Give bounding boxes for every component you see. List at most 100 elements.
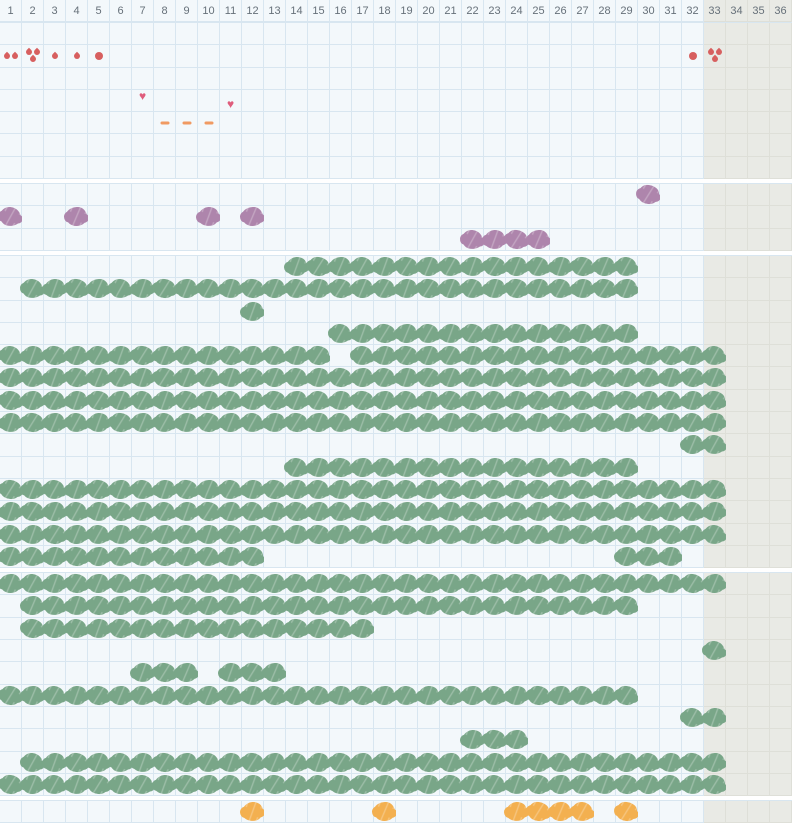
week-cell — [132, 228, 154, 251]
week-cell — [726, 751, 748, 774]
plant-blob — [504, 751, 529, 773]
drop-icon — [50, 51, 59, 61]
plant-blob — [438, 773, 463, 796]
week-cell — [483, 389, 506, 413]
plant-blob — [527, 573, 550, 594]
week-cell — [770, 156, 792, 180]
week-cell — [176, 23, 198, 46]
plant-blob — [152, 662, 177, 684]
grid-row — [0, 183, 792, 207]
plant-blob — [637, 751, 660, 773]
plant-blob — [219, 479, 242, 500]
week-cell — [636, 501, 661, 524]
week-cell — [374, 300, 396, 323]
plant-blob — [285, 278, 308, 299]
week-cell — [286, 156, 308, 180]
week-cell — [417, 773, 440, 797]
week-cell — [572, 184, 594, 207]
week-cell — [395, 773, 418, 797]
week-cell — [154, 434, 176, 457]
week-cell — [417, 684, 440, 707]
plant-blob — [131, 618, 154, 639]
week-cell — [308, 184, 330, 207]
plant-blob — [482, 728, 507, 751]
week-cell — [374, 640, 396, 663]
week-cell — [240, 572, 265, 596]
week-cell — [593, 501, 616, 524]
grid-row — [0, 322, 792, 346]
week-cell: 23 — [484, 0, 506, 22]
heart-icon: ♥ — [139, 90, 146, 102]
week-number-label: 20 — [422, 4, 435, 17]
week-cell — [154, 729, 176, 752]
dash-icon — [160, 121, 169, 125]
plant-blob — [86, 684, 111, 706]
week-cell — [592, 278, 617, 301]
week-cell — [374, 617, 396, 641]
week-cell — [748, 206, 770, 229]
plant-blob — [43, 545, 66, 567]
week-cell — [616, 156, 638, 180]
plant-blob — [659, 390, 682, 411]
plant-blob — [593, 345, 616, 366]
week-cell — [396, 228, 418, 251]
week-cell: 32 — [682, 0, 704, 22]
week-cell — [505, 345, 528, 368]
week-cell — [704, 134, 726, 157]
plant-blob — [65, 684, 88, 706]
plant-blob — [614, 389, 639, 411]
plant-blob — [65, 501, 88, 522]
plant-blob — [307, 573, 330, 595]
week-cell — [395, 322, 418, 346]
week-cell — [110, 112, 132, 135]
week-cell — [197, 684, 220, 707]
week-cell — [308, 45, 330, 68]
week-cell — [614, 389, 639, 413]
plant-blob — [241, 801, 264, 822]
week-cell — [461, 573, 484, 596]
plant-blob — [571, 573, 594, 595]
plant-blob — [482, 255, 507, 278]
week-cell — [614, 478, 639, 502]
week-cell — [351, 322, 374, 346]
week-cell — [594, 23, 616, 46]
week-cell — [374, 545, 396, 569]
week-cell — [21, 545, 44, 569]
week-cell — [748, 412, 770, 435]
week-cell — [484, 617, 506, 641]
week-cell — [396, 617, 418, 641]
week-cell — [372, 411, 397, 435]
plant-blob — [351, 256, 374, 277]
week-cell — [264, 206, 286, 229]
week-cell — [462, 434, 484, 457]
week-cell — [109, 773, 132, 797]
week-cell — [726, 345, 748, 368]
plant-blob — [197, 206, 220, 228]
week-cell — [352, 228, 374, 251]
plant-blob — [65, 595, 88, 617]
plant-blob — [131, 412, 154, 433]
plant-blob — [284, 617, 309, 639]
week-cell: 17 — [352, 0, 374, 22]
week-cell — [307, 684, 330, 707]
week-cell — [154, 156, 176, 180]
plant-blob — [527, 345, 550, 366]
week-cell: 27 — [572, 0, 594, 22]
week-cell — [330, 300, 352, 323]
week-cell — [110, 662, 132, 685]
week-cell — [703, 412, 726, 435]
week-cell — [682, 206, 704, 229]
week-cell — [307, 501, 330, 524]
week-cell — [396, 134, 418, 157]
week-cell — [330, 706, 352, 730]
week-cell — [44, 67, 66, 90]
week-cell — [65, 684, 88, 707]
plant-blob — [241, 773, 264, 795]
week-cell: 12 — [242, 0, 264, 22]
week-cell — [131, 684, 154, 707]
week-cell — [308, 206, 330, 229]
plant-blob — [658, 523, 683, 545]
plant-blob — [87, 617, 110, 639]
week-cell — [198, 45, 220, 68]
plant-blob — [592, 367, 617, 389]
